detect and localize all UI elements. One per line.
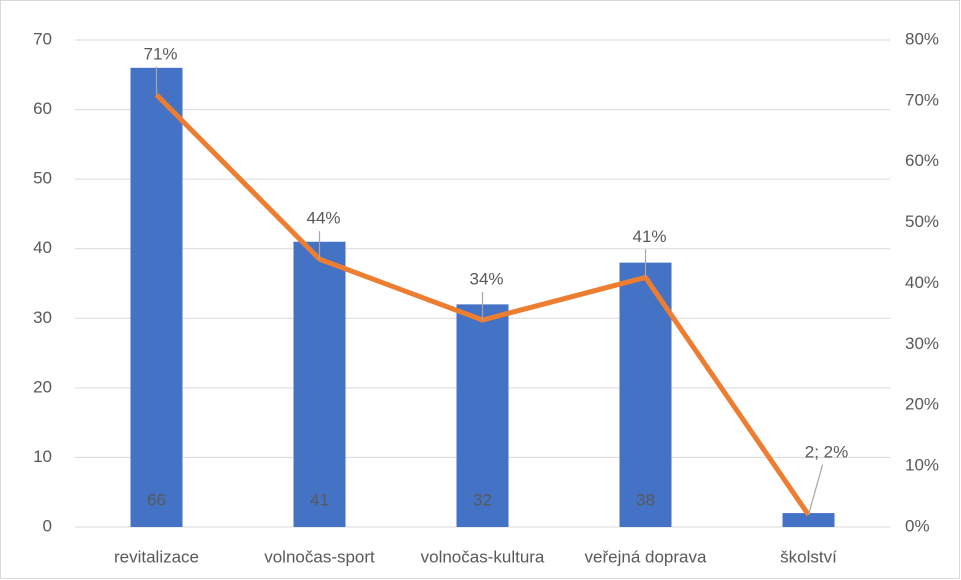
y-tick-label: 0: [43, 516, 52, 535]
y2-tick-label: 40%: [905, 273, 939, 292]
y2-tick-label: 20%: [905, 395, 939, 414]
y-tick-label: 50: [33, 169, 52, 188]
y2-tick-label: 30%: [905, 334, 939, 353]
y2-tick-label: 10%: [905, 456, 939, 475]
bar-value-label: 41: [310, 490, 329, 509]
bar: [782, 513, 835, 527]
y2-tick-label: 80%: [905, 29, 939, 48]
bar: [456, 304, 509, 527]
y-tick-label: 20: [33, 377, 52, 396]
x-tick-label: revitalizace: [114, 547, 199, 566]
y2-tick-label: 0%: [905, 516, 930, 535]
line-value-label: 71%: [143, 44, 177, 63]
y2-tick-label: 50%: [905, 212, 939, 231]
x-tick-label: volnočas-sport: [264, 547, 375, 566]
y2-tick-label: 70%: [905, 90, 939, 109]
y-tick-label: 40: [33, 238, 52, 257]
line-value-label: 34%: [469, 270, 503, 289]
bar-value-label: 66: [147, 490, 166, 509]
line-value-label: 41%: [632, 227, 666, 246]
x-tick-label: veřejná doprava: [585, 547, 707, 566]
label-leader: [807, 464, 824, 515]
y-tick-label: 10: [33, 447, 52, 466]
line-value-label: 2; 2%: [805, 442, 848, 461]
x-tick-label: volnočas-kultura: [421, 547, 545, 566]
y-tick-label: 30: [33, 308, 52, 327]
y-tick-label: 60: [33, 99, 52, 118]
x-tick-label: školství: [780, 547, 837, 566]
bar-value-label: 32: [473, 490, 492, 509]
bar-value-label: 38: [636, 490, 655, 509]
y-tick-label: 70: [33, 29, 52, 48]
line-value-label: 44%: [306, 209, 340, 228]
bar: [130, 67, 183, 527]
bar: [293, 241, 346, 527]
y2-tick-label: 60%: [905, 151, 939, 170]
